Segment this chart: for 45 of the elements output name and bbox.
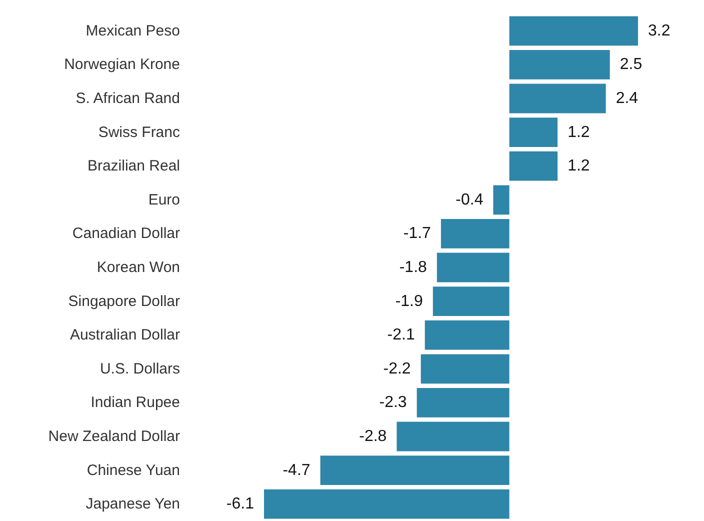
data-label: -2.3 (379, 394, 407, 412)
y-tick-label: Euro (148, 191, 180, 208)
bar (509, 50, 610, 80)
bar (436, 252, 510, 282)
bar (424, 320, 510, 350)
data-label: 2.4 (616, 90, 638, 107)
y-tick-label: Singapore Dollar (68, 292, 180, 310)
data-label: -2.2 (383, 360, 411, 378)
y-tick-label: Chinese Yuan (86, 462, 180, 479)
data-label: 1.2 (568, 158, 590, 175)
y-tick-label: Mexican Peso (86, 22, 180, 40)
bar (509, 16, 638, 46)
bar (396, 422, 510, 452)
data-label: -6.1 (226, 496, 254, 513)
bar (320, 456, 510, 486)
data-label: -1.7 (403, 225, 432, 242)
y-tick-label: Brazilian Real (87, 158, 180, 175)
y-tick-label: Swiss Franc (98, 124, 180, 141)
bar (493, 185, 510, 215)
data-label: -2.1 (387, 326, 415, 344)
data-label: -2.8 (359, 428, 387, 445)
y-tick-label: S. African Rand (76, 90, 180, 107)
data-label: -4.7 (282, 462, 310, 479)
y-tick-label: Canadian Dollar (72, 225, 180, 242)
data-label: 1.2 (568, 124, 590, 141)
y-tick-label: New Zealand Dollar (48, 428, 180, 445)
y-tick-label: Korean Won (96, 259, 180, 276)
y-tick-label: U.S. Dollars (100, 360, 180, 378)
bar (432, 286, 510, 316)
bar (264, 489, 510, 519)
bar (509, 84, 606, 114)
y-tick-label: Australian Dollar (70, 326, 180, 344)
bar (420, 354, 510, 384)
y-tick-label: Norwegian Krone (64, 56, 180, 74)
y-tick-label: Indian Rupee (90, 394, 180, 412)
data-label: -0.4 (456, 191, 484, 208)
bar (509, 118, 558, 148)
bar (440, 218, 510, 248)
bar (416, 388, 510, 418)
data-label: -1.9 (395, 292, 423, 310)
data-label: 2.5 (620, 56, 642, 74)
data-label: 3.2 (648, 22, 670, 40)
y-tick-label: Japanese Yen (86, 496, 180, 513)
data-label: -1.8 (399, 259, 428, 276)
bar (509, 151, 558, 181)
